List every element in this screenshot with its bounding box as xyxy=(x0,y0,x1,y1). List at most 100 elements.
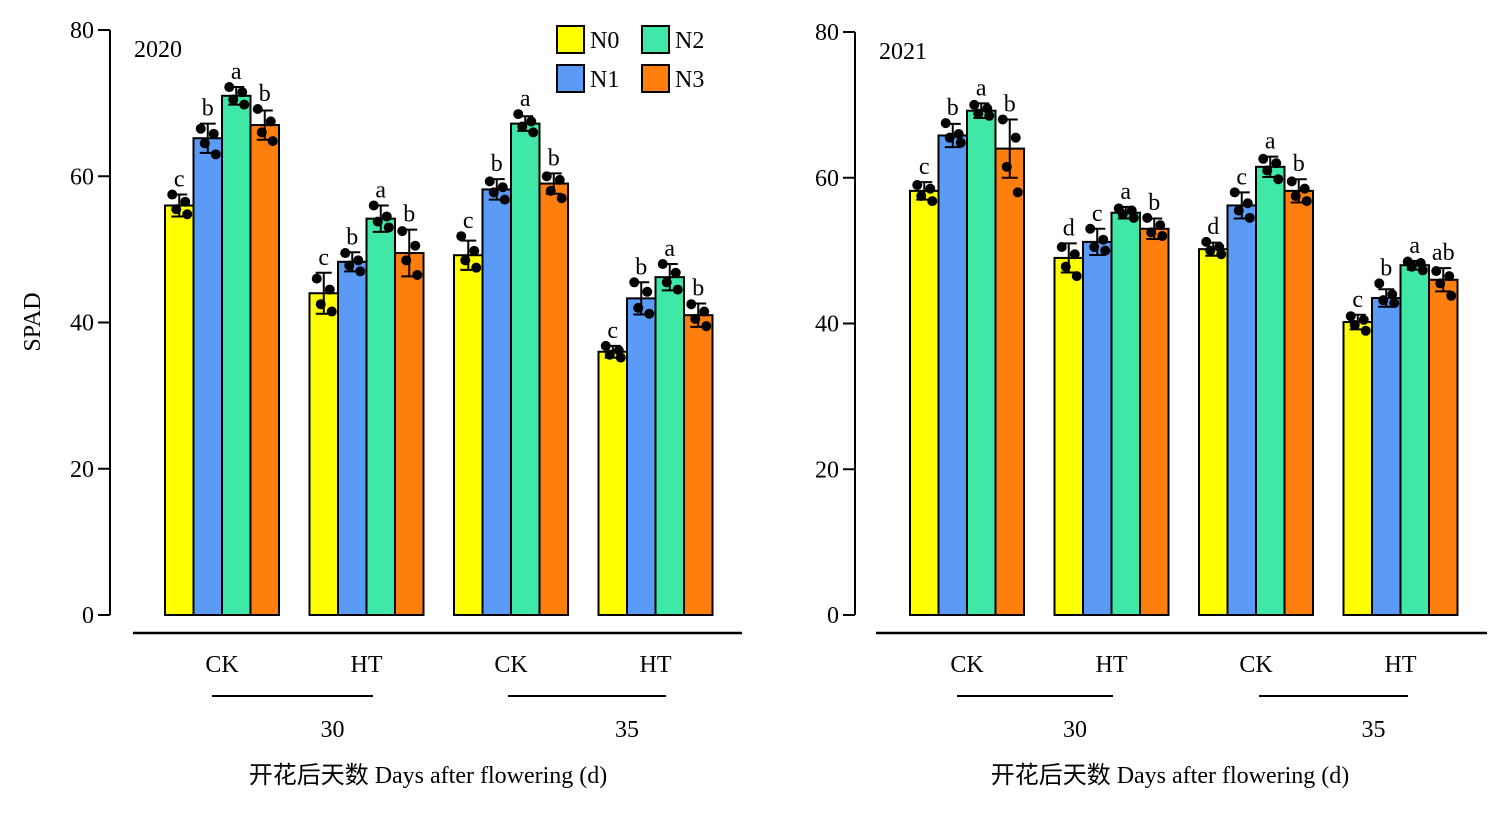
data-point xyxy=(600,340,611,351)
data-point xyxy=(267,136,278,147)
data-point xyxy=(953,129,964,140)
data-point xyxy=(1001,161,1012,172)
data-point xyxy=(1349,319,1360,330)
data-point xyxy=(1155,220,1166,231)
data-point xyxy=(1229,187,1240,198)
significance-letter: c xyxy=(463,208,474,234)
data-point xyxy=(1273,174,1284,185)
data-point xyxy=(499,194,510,205)
data-point xyxy=(925,183,936,194)
y-tick-label: 60 xyxy=(815,166,839,192)
data-point xyxy=(517,121,528,132)
bar-N1 xyxy=(937,134,968,616)
data-point xyxy=(239,99,250,110)
significance-letter: ab xyxy=(1432,240,1455,266)
data-point xyxy=(210,149,221,160)
bar-N2 xyxy=(966,109,997,617)
bar-N1 xyxy=(192,137,223,616)
significance-letter: a xyxy=(231,59,242,85)
significance-letter: d xyxy=(1207,214,1219,240)
x-category-label: CK xyxy=(950,652,984,678)
data-point xyxy=(265,116,276,127)
data-point xyxy=(1071,271,1082,282)
significance-letter: b xyxy=(202,96,214,122)
bar-N2 xyxy=(510,122,541,616)
data-point xyxy=(1089,241,1100,252)
data-point xyxy=(1056,241,1067,252)
data-point xyxy=(604,349,615,360)
data-point xyxy=(1360,325,1371,336)
significance-letter: a xyxy=(1120,179,1131,205)
x-category-label: CK xyxy=(1239,652,1273,678)
data-point xyxy=(690,313,701,324)
data-point xyxy=(1069,249,1080,260)
data-point xyxy=(1290,190,1301,201)
x-category-label: HT xyxy=(1096,652,1128,678)
data-point xyxy=(1100,245,1111,256)
data-point xyxy=(326,306,337,317)
data-point xyxy=(642,286,653,297)
data-point xyxy=(355,266,366,277)
significance-letter: b xyxy=(346,224,358,250)
data-point xyxy=(1010,132,1021,143)
data-point xyxy=(554,174,565,185)
y-tick-label: 60 xyxy=(70,164,94,190)
data-point xyxy=(1142,212,1153,223)
data-point xyxy=(180,196,191,207)
data-point xyxy=(412,269,423,280)
bar-N2 xyxy=(1110,211,1141,616)
data-point xyxy=(686,299,697,310)
significance-letter: a xyxy=(375,178,386,204)
bar-N2 xyxy=(365,217,396,616)
data-point xyxy=(615,352,626,363)
bar-group-ck-35: c b a b xyxy=(453,86,569,616)
x-category-label: CK xyxy=(494,652,528,678)
data-point xyxy=(1358,314,1369,325)
x-axis-title: 开花后天数 Days after flowering (d) xyxy=(991,762,1350,789)
data-point xyxy=(199,138,210,149)
data-point xyxy=(1417,265,1428,276)
data-point xyxy=(670,267,681,278)
data-point xyxy=(1060,261,1071,272)
data-point xyxy=(657,259,668,269)
data-point xyxy=(410,240,421,251)
day-group-label: 35 xyxy=(1362,717,1386,743)
data-point xyxy=(471,262,482,273)
bar-N3 xyxy=(1283,189,1314,616)
significance-letter: a xyxy=(1265,129,1276,155)
data-point xyxy=(701,321,712,332)
bar-N1 xyxy=(1082,240,1113,616)
x-category-label: HT xyxy=(351,652,383,678)
data-point xyxy=(208,128,219,139)
bar-N3 xyxy=(538,182,569,616)
data-point xyxy=(1378,295,1389,306)
panel-year-label: 2020 xyxy=(134,37,182,63)
bar-N2 xyxy=(1399,264,1430,616)
data-point xyxy=(528,127,539,138)
data-point xyxy=(488,187,499,198)
data-point xyxy=(973,108,984,119)
data-point xyxy=(1431,266,1442,277)
day-group-label: 30 xyxy=(321,717,345,743)
bar-N0 xyxy=(1342,321,1373,616)
data-point xyxy=(401,255,412,266)
bar-N3 xyxy=(394,252,425,616)
data-point xyxy=(644,308,655,319)
data-point xyxy=(629,277,640,288)
data-point xyxy=(1216,249,1227,260)
data-point xyxy=(1157,231,1168,242)
data-point xyxy=(1301,196,1312,207)
panel-year-label: 2021 xyxy=(879,39,927,65)
data-point xyxy=(311,273,322,284)
data-point xyxy=(256,127,267,138)
legend-swatch xyxy=(641,25,670,54)
bar-N0 xyxy=(1198,248,1229,616)
data-point xyxy=(1117,209,1128,220)
bar-group-ht-35: cba ab xyxy=(1342,233,1459,616)
bar-N1 xyxy=(337,260,368,616)
data-point xyxy=(545,185,556,196)
bar-N2 xyxy=(221,94,252,616)
data-point xyxy=(633,302,644,313)
